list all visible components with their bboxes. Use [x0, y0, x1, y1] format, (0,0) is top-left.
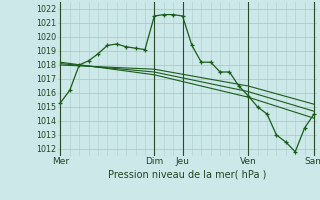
X-axis label: Pression niveau de la mer( hPa ): Pression niveau de la mer( hPa ): [108, 169, 266, 179]
